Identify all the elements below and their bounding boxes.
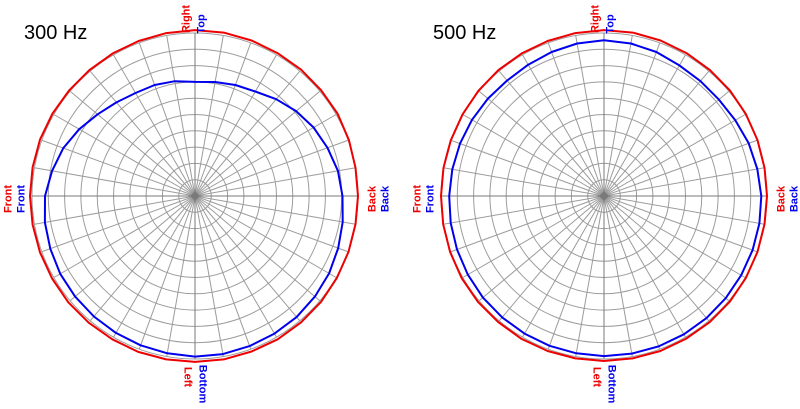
grid-spoke — [450, 195, 605, 253]
grid-spoke — [603, 195, 661, 350]
grid-spoke — [603, 90, 730, 197]
grid-spoke — [603, 139, 758, 197]
direction-label-left-blue: Front — [15, 184, 28, 214]
chart-title-500hz: 500 Hz — [433, 22, 497, 44]
direction-label-top-blue: Top — [604, 14, 617, 34]
direction-label-top-blue: Top — [195, 14, 208, 34]
grid-spoke — [450, 139, 605, 197]
chart-title-300hz: 300 Hz — [24, 22, 88, 44]
polar-plot-canvas-300hz — [29, 29, 359, 363]
grid-spoke — [194, 167, 356, 197]
polar-plot-canvas-500hz — [440, 29, 768, 362]
curve-red — [29, 29, 359, 363]
grid-spoke — [69, 195, 196, 302]
grid-spoke — [194, 195, 321, 302]
grid-center — [599, 191, 609, 201]
grid-spoke — [41, 195, 196, 253]
grid-spoke — [89, 195, 196, 322]
grid-spoke — [194, 35, 224, 197]
direction-label-left-blue: Front — [424, 184, 437, 214]
grid-spoke — [603, 70, 710, 197]
grid-spoke — [34, 167, 196, 197]
grid-spoke — [603, 42, 661, 197]
grid-spoke — [138, 42, 196, 197]
direction-label-left-red: Front — [2, 184, 15, 214]
grid-spoke — [462, 195, 605, 278]
grid-spoke — [138, 195, 196, 350]
curve-blue — [448, 39, 763, 358]
grid-spoke — [113, 54, 196, 197]
polar-chart-300hz: 300 Hz Right Top Left Bottom Front Front… — [0, 0, 392, 409]
grid-spoke — [603, 195, 746, 278]
direction-label-bottom-red: Left — [181, 366, 194, 388]
grid-spoke — [166, 35, 196, 197]
grid-spoke — [194, 195, 337, 278]
grid-spoke — [69, 90, 196, 197]
grid-spoke — [194, 195, 277, 338]
direction-label-right-red: Back — [775, 185, 788, 213]
grid-spoke — [194, 70, 301, 197]
direction-label-bottom-red: Left — [590, 366, 603, 388]
grid-spoke — [547, 42, 605, 197]
grid-spoke — [478, 90, 605, 197]
grid-spoke — [34, 195, 196, 225]
grid-spoke — [603, 195, 633, 357]
direction-label-right-red: Back — [366, 185, 379, 213]
grid-spoke — [166, 195, 196, 357]
grid-spoke — [498, 195, 605, 322]
grid-spoke — [194, 42, 252, 197]
grid-spoke — [603, 195, 686, 338]
direction-label-right-blue: Back — [379, 185, 392, 213]
grid-spoke — [443, 195, 605, 225]
grid-spoke — [575, 195, 605, 357]
direction-label-bottom-blue: Bottom — [196, 364, 209, 404]
direction-label-top-red: Right — [589, 4, 602, 34]
grid-spoke — [603, 195, 765, 225]
grid-spoke — [53, 195, 196, 278]
grid-spoke — [603, 35, 633, 197]
grid-spoke — [522, 195, 605, 338]
grid-spoke — [194, 195, 301, 322]
grid-spoke — [603, 195, 710, 322]
polar-chart-500hz: 500 Hz Right Top Left Bottom Front Front… — [409, 0, 800, 409]
grid-spoke — [522, 54, 605, 197]
direction-label-top-red: Right — [180, 4, 193, 34]
grid-spoke — [462, 114, 605, 197]
direction-label-bottom-blue: Bottom — [605, 364, 618, 404]
grid-spoke — [194, 90, 321, 197]
grid-spoke — [603, 167, 765, 197]
grid-spoke — [113, 195, 196, 338]
grid-spoke — [443, 167, 605, 197]
grid-spoke — [89, 70, 196, 197]
grid-spoke — [194, 195, 356, 225]
grid-spoke — [41, 139, 196, 197]
curve-red — [440, 29, 768, 362]
direction-label-right-blue: Back — [788, 185, 800, 213]
curve-blue — [43, 80, 344, 358]
grid-spoke — [603, 54, 686, 197]
grid-spoke — [53, 114, 196, 197]
direction-label-left-red: Front — [411, 184, 424, 214]
grid-spoke — [194, 139, 349, 197]
grid-spoke — [547, 195, 605, 350]
grid-spoke — [575, 35, 605, 197]
grid-center — [190, 191, 200, 201]
grid-spoke — [603, 195, 730, 302]
grid-spoke — [194, 195, 252, 350]
grid-spoke — [194, 195, 349, 253]
grid-spoke — [478, 195, 605, 302]
grid-spoke — [194, 114, 337, 197]
grid-spoke — [194, 54, 277, 197]
grid-spoke — [498, 70, 605, 197]
grid-spoke — [603, 114, 746, 197]
grid-spoke — [603, 195, 758, 253]
grid-spoke — [194, 195, 224, 357]
